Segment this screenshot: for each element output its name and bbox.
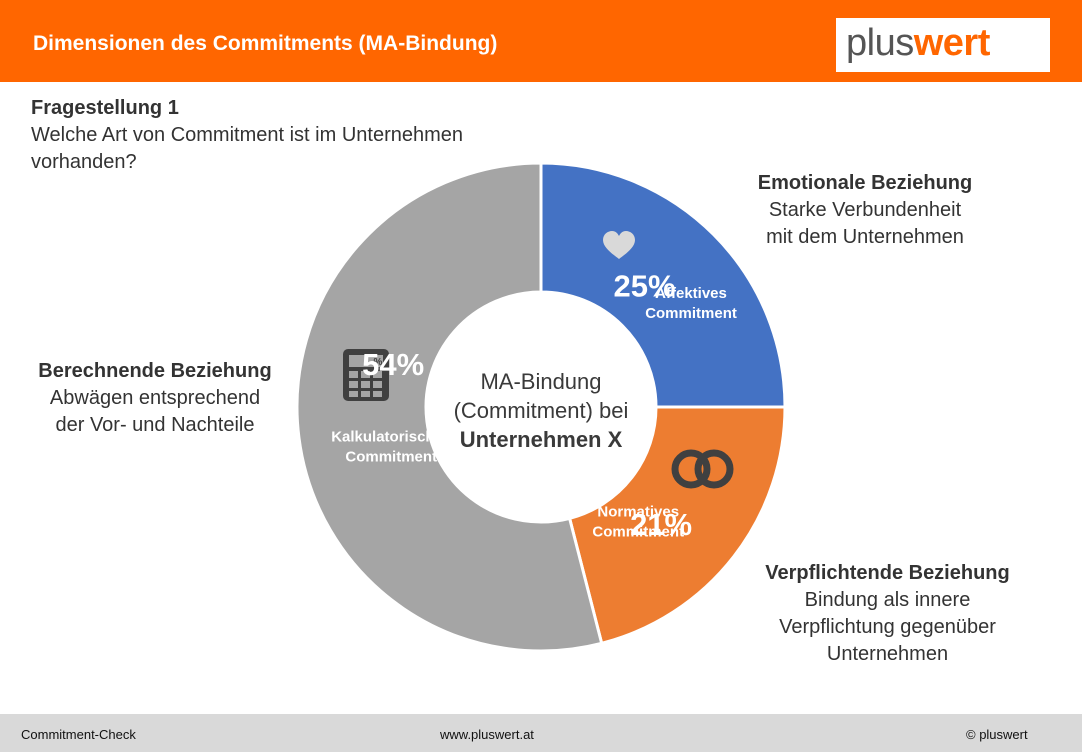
- center-line-2: (Commitment) bei: [453, 398, 629, 423]
- rings-icon: [671, 449, 734, 489]
- header-bar: Dimensionen des Commitments (MA-Bindung)…: [0, 0, 1082, 82]
- annotation-berechnend-line-1: Abwägen entsprechend: [49, 387, 261, 409]
- slice-name-label: Kalkulatorisches Commitment: [331, 429, 451, 466]
- annotation-verpflichtend-title: Verpflichtende Beziehung: [765, 562, 1010, 584]
- center-line-3: Unternehmen X: [459, 427, 623, 452]
- footer-website-link[interactable]: www.pluswert.at: [440, 727, 534, 742]
- donut-center-label: MA-Bindung (Commitment) bei Unternehmen …: [425, 367, 657, 454]
- question-title: Fragestellung 1: [31, 97, 179, 119]
- donut-slice-3: [295, 161, 604, 653]
- footer-copyright: © pluswert: [966, 727, 1028, 742]
- annotation-verpflichtend-line-2: Verpflichtung gegenüber: [779, 616, 996, 638]
- pluswert-logo: pluswert: [836, 18, 1050, 72]
- svg-text:%: %: [374, 357, 383, 368]
- logo-wordmark: pluswert: [846, 22, 990, 65]
- annotation-emotional: Emotionale Beziehung Starke Verbundenhei…: [735, 170, 995, 251]
- slice-percent-label: 25%: [614, 269, 676, 304]
- donut-slice-1: [539, 161, 787, 409]
- annotation-verpflichtend-line-1: Bindung als innere: [804, 589, 971, 611]
- annotation-berechnend-line-2: der Vor- und Nachteile: [55, 414, 255, 436]
- annotation-emotional-line-1: Starke Verbundenheit: [768, 199, 962, 221]
- annotation-emotional-line-2: mit dem Unternehmen: [766, 226, 964, 248]
- footer-bar: Commitment-Check www.pluswert.at © plusw…: [0, 714, 1082, 752]
- question-text: Welche Art von Commitment ist im Unterne…: [31, 124, 464, 173]
- slice-name-label: Normatives Commitment: [592, 503, 684, 540]
- slice-labels: 25%Affektives Commitment 21%Normatives Comm…: [331, 269, 737, 542]
- logo-wert-text: wert: [913, 22, 991, 64]
- annotation-berechnend: Berechnende Beziehung Abwägen entspreche…: [20, 358, 290, 439]
- slice-percent-label: 21%: [630, 507, 692, 542]
- heart-icon: [603, 231, 635, 259]
- annotation-verpflichtend-line-3: Unternehmen: [826, 643, 949, 665]
- calculator-icon: %: [343, 349, 389, 401]
- slice-icons: %: [343, 231, 734, 489]
- annotation-emotional-title: Emotionale Beziehung: [757, 172, 973, 194]
- center-line-1: MA-Bindung: [480, 369, 602, 394]
- question-block: Fragestellung 1 Welche Art von Commitmen…: [31, 95, 551, 176]
- annotation-berechnend-title: Berechnende Beziehung: [38, 360, 272, 382]
- slice-percent-label: 54%: [362, 347, 424, 382]
- annotation-verpflichtend: Verpflichtende Beziehung Bindung als inn…: [740, 560, 1035, 668]
- logo-plus-text: plus: [846, 22, 914, 64]
- page-title: Dimensionen des Commitments (MA-Bindung): [33, 32, 498, 55]
- footer-left-text: Commitment-Check: [21, 727, 136, 742]
- slice-name-label: Affektives Commitment: [645, 285, 737, 322]
